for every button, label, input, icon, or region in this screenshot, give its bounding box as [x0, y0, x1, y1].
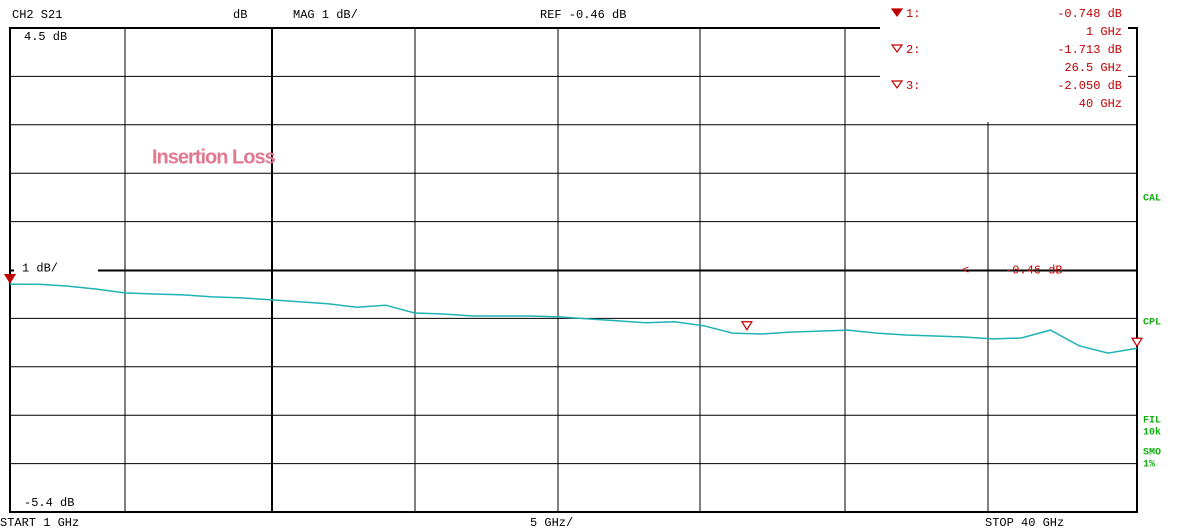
marker-value: -1.713 dB — [1057, 43, 1122, 57]
marker-label: 2: — [906, 43, 920, 57]
trace — [10, 283, 1138, 354]
marker-frequency: 1 GHz — [1086, 25, 1122, 39]
channel-label: CH2 S21 — [12, 8, 62, 22]
side-label: SMO — [1143, 448, 1161, 459]
annotation: Insertion Loss — [152, 146, 276, 168]
scale-label: 1 dB/ — [22, 262, 58, 276]
ref-pointer: < — [962, 264, 969, 278]
marker — [1130, 337, 1144, 348]
marker — [740, 321, 753, 331]
start-label: START 1 GHz — [0, 516, 79, 530]
marker-label: 1: — [906, 7, 920, 21]
side-label: CPL — [1143, 318, 1161, 329]
marker — [3, 273, 17, 284]
marker-legend-icon — [890, 44, 904, 54]
side-label: 10k — [1143, 427, 1161, 439]
scale-label: 5 GHz/ — [530, 516, 573, 530]
ref-label: -0.46 dB — [1005, 264, 1063, 278]
marker-legend-icon — [890, 8, 904, 18]
side-label: 1% — [1143, 460, 1155, 471]
y-tick-label: -5.4 dB — [24, 496, 74, 510]
marker-label: 3: — [906, 79, 920, 93]
marker-value: -2.050 dB — [1057, 79, 1122, 93]
marker-legend-icon — [890, 80, 904, 90]
side-label: FIL — [1143, 416, 1161, 427]
stop-label: STOP 40 GHz — [985, 516, 1064, 530]
marker-value: -0.748 dB — [1057, 7, 1122, 21]
y-tick-label: 4.5 dB — [24, 30, 67, 44]
marker-box — [880, 0, 1128, 122]
marker-frequency: 40 GHz — [1079, 97, 1122, 111]
side-label: CAL — [1143, 194, 1161, 205]
format-label: MAG 1 dB/ — [293, 8, 358, 22]
unit-label: dB — [233, 8, 247, 22]
scale-label-bg — [14, 262, 98, 277]
ref-header: REF -0.46 dB — [540, 8, 626, 22]
marker-frequency: 26.5 GHz — [1064, 61, 1122, 75]
